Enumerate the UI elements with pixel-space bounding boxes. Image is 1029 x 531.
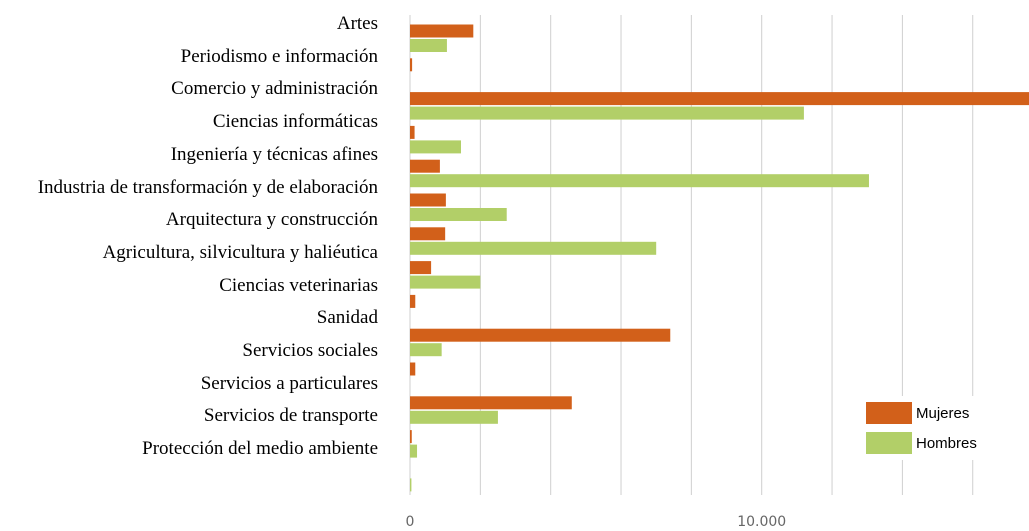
category-label: Ciencias informáticas [212, 111, 378, 133]
bar [410, 328, 671, 342]
bar [410, 430, 412, 444]
bar [410, 275, 481, 289]
category-label: Protección del medio ambiente [142, 438, 378, 460]
bar [410, 58, 413, 72]
category-label: Ciencias veterinarias [219, 274, 378, 296]
bar [410, 227, 446, 241]
bar [410, 478, 412, 492]
bar [410, 208, 507, 221]
bar [410, 294, 416, 308]
category-labels: Artes Periodismo e información Comercio y … [0, 8, 378, 466]
category-label: Comercio y administración [171, 78, 378, 100]
bar [410, 193, 446, 207]
legend: Mujeres Hombres [862, 396, 1007, 460]
bar [410, 396, 572, 410]
bar [410, 125, 415, 139]
x-tick-label: 10.000 [737, 514, 786, 530]
category-label: Industria de transformación y de elabora… [37, 176, 378, 198]
legend-label: Hombres [916, 435, 977, 452]
category-label: Servicios a particulares [200, 372, 378, 394]
bar [410, 241, 657, 255]
bar [410, 444, 418, 458]
category-label: Ingeniería y técnicas afines [170, 143, 378, 165]
bar [410, 92, 1029, 106]
category-label: Servicios sociales [242, 340, 378, 362]
legend-swatch [866, 402, 912, 424]
bar [410, 140, 461, 154]
category-label: Periodismo e información [180, 45, 378, 67]
bars [410, 24, 1029, 492]
bar [410, 39, 447, 52]
legend-label: Mujeres [916, 405, 969, 422]
bar [410, 106, 804, 120]
bar [410, 343, 442, 357]
bar [410, 159, 440, 173]
bar [410, 174, 869, 188]
x-tick-label: 0 [406, 514, 415, 530]
bar [410, 261, 432, 275]
bar [410, 410, 498, 424]
category-label: Arquitectura y construcción [165, 209, 378, 231]
legend-swatch [866, 432, 912, 454]
bar [410, 362, 416, 376]
bar [410, 24, 474, 38]
category-label: Sanidad [316, 307, 378, 329]
category-label: Artes [336, 13, 378, 34]
category-label: Servicios de transporte [203, 405, 378, 427]
category-label: Agricultura, silvicultura y haliéutica [102, 241, 378, 263]
